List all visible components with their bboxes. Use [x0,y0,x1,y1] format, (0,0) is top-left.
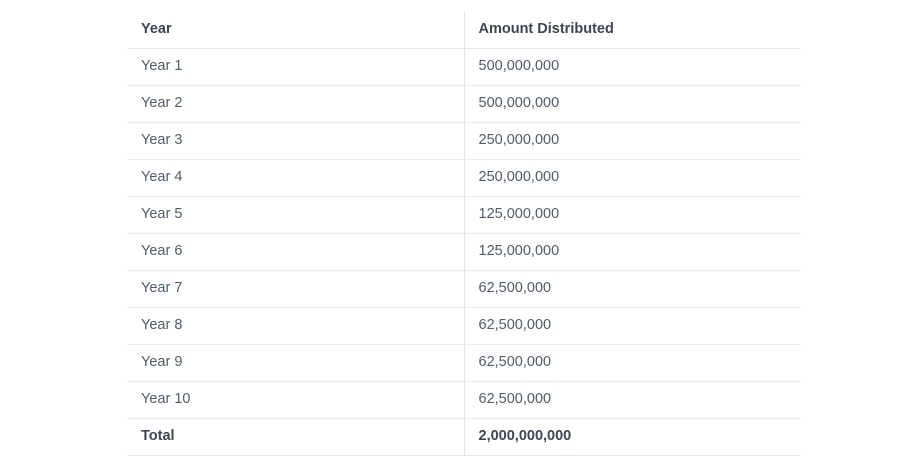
amount-cell: 250,000,000 [463,122,801,160]
amount-cell: 62,500,000 [463,381,801,419]
table-header: Year Amount Distributed [127,11,801,49]
table-row: Year 5 125,000,000 [127,196,801,234]
year-cell: Year 9 [127,344,464,382]
amount-cell: 62,500,000 [463,307,801,345]
year-cell: Year 8 [127,307,464,345]
table-row: Year 2 500,000,000 [127,85,801,123]
amount-cell: 125,000,000 [463,196,801,234]
table-row: Year 3 250,000,000 [127,122,801,160]
table-header-row: Year Amount Distributed [127,11,801,49]
table-row: Year 1 500,000,000 [127,48,801,86]
total-label-cell: Total [127,418,464,456]
amount-cell: 500,000,000 [463,48,801,86]
total-row: Total 2,000,000,000 [127,418,801,456]
total-amount-cell: 2,000,000,000 [463,418,801,456]
amount-cell: 250,000,000 [463,159,801,197]
amount-cell: 500,000,000 [463,85,801,123]
table-row: Year 6 125,000,000 [127,233,801,271]
column-header-amount: Amount Distributed [463,11,801,49]
year-cell: Year 2 [127,85,464,123]
amount-cell: 125,000,000 [463,233,801,271]
table-row: Year 7 62,500,000 [127,270,801,308]
table-body: Year 1 500,000,000 Year 2 500,000,000 Year 3… [127,48,801,419]
amount-cell: 62,500,000 [463,344,801,382]
year-cell: Year 1 [127,48,464,86]
year-cell: Year 4 [127,159,464,197]
year-cell: Year 6 [127,233,464,271]
column-header-year: Year [127,11,464,49]
table-footer: Total 2,000,000,000 [127,418,801,456]
table-row: Year 9 62,500,000 [127,344,801,382]
year-cell: Year 3 [127,122,464,160]
table-row: Year 4 250,000,000 [127,159,801,197]
amount-cell: 62,500,000 [463,270,801,308]
year-cell: Year 10 [127,381,464,419]
year-cell: Year 5 [127,196,464,234]
table-row: Year 8 62,500,000 [127,307,801,345]
distribution-table: Year Amount Distributed Year 1 500,000,00… [127,11,801,456]
table-row: Year 10 62,500,000 [127,381,801,419]
year-cell: Year 7 [127,270,464,308]
